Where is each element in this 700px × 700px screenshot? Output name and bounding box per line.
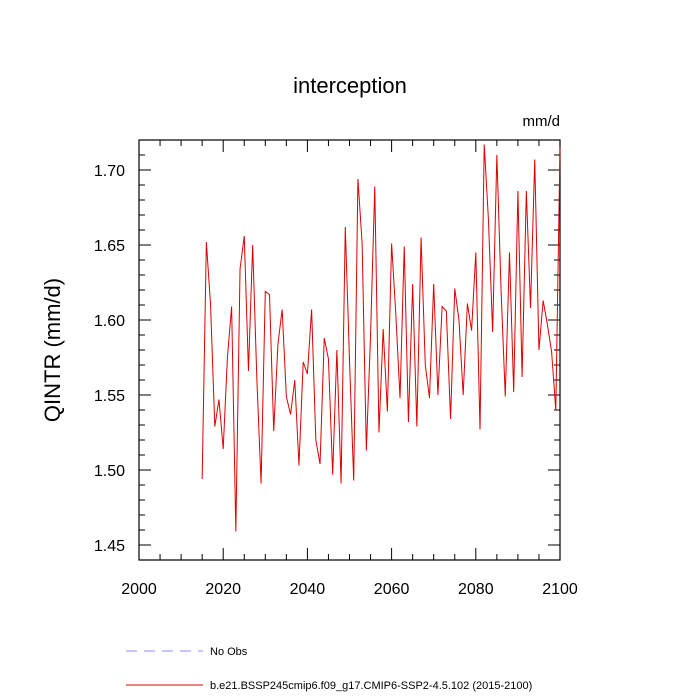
legend-label-0: b.e21.BSSP245cmip6.f09_g17.CMIP6-SSP2-4.…	[210, 680, 532, 692]
units-label: mm/d	[523, 113, 561, 130]
chart-title: interception	[293, 73, 407, 98]
legend: No Obs b.e21.BSSP245cmip6.f09_g17.CMIP6-S…	[126, 646, 532, 692]
y-tick-label: 1.55	[94, 388, 125, 405]
x-tick-label: 2080	[458, 581, 494, 598]
y-tick-label: 1.65	[94, 238, 125, 255]
series-line-0	[201, 144, 561, 532]
y-tick-label: 1.50	[94, 463, 125, 480]
y-tick-label: 1.70	[94, 163, 125, 180]
x-tick-label: 2100	[542, 581, 578, 598]
x-tick-label: 2060	[374, 581, 410, 598]
y-tick-label: 1.45	[94, 538, 125, 555]
x-tick-label: 2020	[205, 581, 241, 598]
y-tick-label: 1.60	[94, 313, 125, 330]
axis-ticks: 2000 2020 2040 2060 2080 2100 1.45 1.50 1.55 1.60…	[94, 140, 578, 598]
y-axis-label: QINTR (mm/d)	[40, 278, 65, 422]
x-tick-label: 2040	[290, 581, 326, 598]
legend-label-1: No Obs	[210, 646, 248, 658]
x-tick-label: 2000	[121, 581, 157, 598]
series-layer	[201, 144, 561, 532]
